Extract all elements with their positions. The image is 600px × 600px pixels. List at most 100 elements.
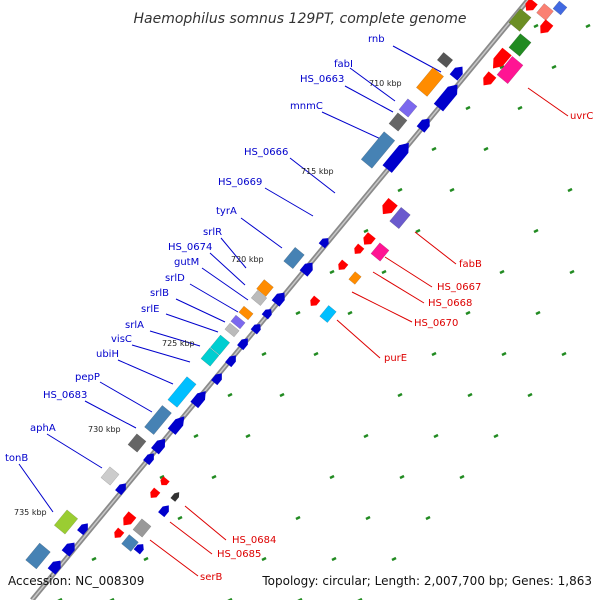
gene-label-tyrA[interactable]: tyrA — [216, 206, 237, 217]
feature-arrow — [47, 560, 61, 575]
feature-box — [132, 518, 152, 538]
tick-dash — [397, 187, 403, 193]
gene-label-HS_0663[interactable]: HS_0663 — [300, 74, 344, 85]
tick-dash — [91, 556, 97, 562]
tick-dash — [567, 187, 573, 193]
tick-dash — [295, 310, 301, 316]
feature-arrow — [382, 142, 409, 173]
genome-summary: Topology: circular; Length: 2,007,700 bp… — [262, 574, 592, 588]
feature-box — [415, 67, 445, 97]
tick-dash — [143, 556, 149, 562]
tick-dash — [499, 269, 505, 275]
feature-arrow — [492, 47, 512, 69]
feature-box — [389, 206, 411, 230]
gene-label-mnmC[interactable]: mnmC — [290, 101, 323, 112]
gene-label-HS_0666[interactable]: HS_0666 — [244, 147, 288, 158]
tick-dash — [279, 392, 285, 398]
callout-line — [220, 237, 247, 269]
tick-720: 720 kbp — [231, 255, 264, 264]
gene-label-gutM[interactable]: gutM — [174, 257, 199, 268]
tick-dash — [569, 269, 575, 275]
feature-box — [360, 131, 396, 169]
feature-arrow — [363, 232, 376, 245]
gene-label-serB[interactable]: serB — [200, 572, 222, 583]
gene-label-fabI[interactable]: fabI — [334, 59, 353, 70]
gene-label-srlR[interactable]: srlR — [203, 227, 222, 238]
tick-730: 730 kbp — [88, 425, 121, 434]
feature-box — [25, 542, 51, 570]
tick-dashes — [57, 23, 591, 600]
gene-label-srlE[interactable]: srlE — [141, 304, 159, 315]
tick-dash — [391, 556, 397, 562]
gene-label-HS_0684[interactable]: HS_0684 — [232, 535, 276, 546]
gene-label-fabB[interactable]: fabB — [459, 259, 482, 270]
gene-label-HS_0685[interactable]: HS_0685 — [217, 549, 261, 560]
feature-arrow — [114, 527, 125, 538]
tick-dash — [399, 474, 405, 480]
callout-line — [165, 313, 219, 333]
feature-box — [250, 289, 268, 307]
gene-label-srlD[interactable]: srlD — [165, 273, 185, 284]
gene-label-purE[interactable]: purE — [384, 353, 407, 364]
callout-line — [384, 256, 433, 288]
gene-label-HS_0670[interactable]: HS_0670 — [414, 318, 458, 329]
feature-arrow — [318, 238, 329, 249]
tick-dash — [483, 146, 489, 152]
gene-label-HS_0674[interactable]: HS_0674 — [168, 242, 212, 253]
tick-dash — [585, 23, 591, 29]
gene-label-rnb[interactable]: rnb — [368, 34, 385, 45]
feature-arrow — [237, 338, 248, 351]
tick-dash — [329, 269, 335, 275]
feature-arrow — [433, 84, 458, 112]
gene-label-srlA[interactable]: srlA — [125, 320, 144, 331]
callout-line — [189, 283, 239, 313]
tick-dash — [261, 351, 267, 357]
gene-label-visC[interactable]: visC — [111, 334, 132, 345]
feature-box — [496, 55, 524, 85]
gene-label-tonB[interactable]: tonB — [5, 453, 28, 464]
feature-arrow — [416, 118, 430, 133]
feature-box — [552, 0, 568, 16]
reverse-callout-lines — [149, 87, 569, 577]
tick-dash — [467, 392, 473, 398]
tick-dash — [533, 228, 539, 234]
feature-box — [144, 405, 172, 435]
gene-label-ubiH[interactable]: ubiH — [96, 349, 119, 360]
feature-arrow — [382, 198, 398, 215]
feature-arrow — [77, 523, 88, 536]
feature-arrow — [449, 66, 463, 81]
gene-label-aphA[interactable]: aphA — [30, 423, 56, 434]
callout-line — [46, 433, 103, 469]
page-title: Haemophilus somnus 129PT, complete genom… — [133, 11, 467, 27]
feature-arrow — [150, 487, 161, 498]
reverse-gene-labels: uvrC fabB HS_0667 HS_0668 HS_0670 purE H… — [200, 111, 593, 583]
feature-box — [209, 334, 231, 356]
tick-710: 710 kbp — [369, 79, 402, 88]
feature-arrow — [190, 391, 206, 409]
callout-line — [169, 521, 213, 555]
gene-label-HS_0669[interactable]: HS_0669 — [218, 177, 262, 188]
callout-line — [321, 111, 384, 141]
feature-box — [127, 433, 147, 453]
feature-arrow — [115, 483, 126, 496]
tick-dash — [465, 105, 471, 111]
gene-label-HS_0683[interactable]: HS_0683 — [43, 390, 87, 401]
gene-label-uvrC[interactable]: uvrC — [570, 111, 593, 122]
gene-label-HS_0667[interactable]: HS_0667 — [437, 282, 481, 293]
gene-label-HS_0668[interactable]: HS_0668 — [428, 298, 472, 309]
tick-dash — [193, 433, 199, 439]
feature-arrow — [61, 542, 75, 557]
tick-dash — [363, 433, 369, 439]
gene-label-pepP[interactable]: pepP — [75, 372, 100, 383]
gene-label-srlB[interactable]: srlB — [150, 288, 169, 299]
accession-text: Accession: NC_008309 — [8, 574, 145, 588]
tick-dash — [109, 597, 115, 600]
tick-dash — [527, 392, 533, 398]
callout-line — [18, 463, 54, 513]
feature-arrow — [160, 476, 170, 486]
callout-line — [289, 157, 336, 194]
feature-arrow — [271, 292, 285, 307]
feature-arrow — [143, 453, 154, 466]
tick-dash — [533, 23, 539, 29]
